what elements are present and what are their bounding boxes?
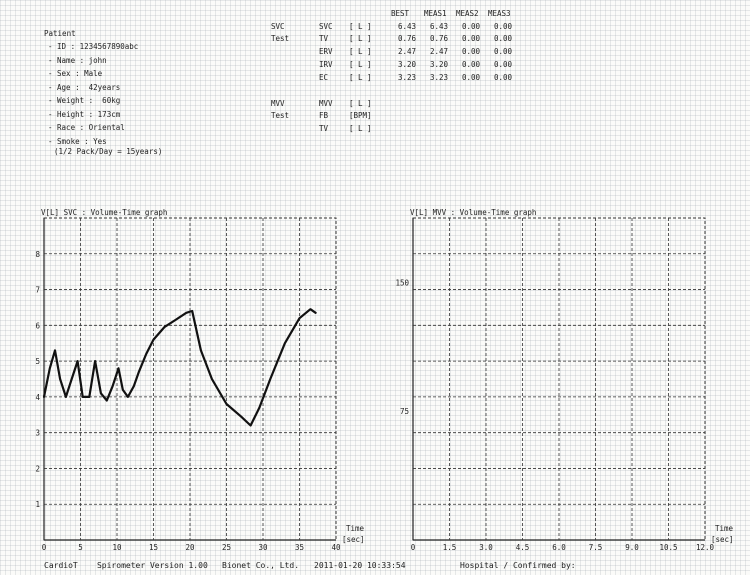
y-tick-label: 5 [35,357,40,366]
y-tick-label: 7 [35,286,40,295]
x-tick-label: 25 [222,543,231,552]
header-meas1: MEAS1 [424,9,447,18]
patient-height: - Height : 173cm [48,110,121,119]
row-value: 3.20 [429,60,448,69]
chart-0 [42,217,337,541]
x-tick-label: 40 [331,543,341,552]
row-unit: [ L ] [349,47,372,56]
row-unit: [BPM] [349,111,372,120]
patient-id: - ID : 1234567890abc [48,42,139,51]
mvv-test-label: Test [271,111,290,120]
row-value: 3.23 [397,73,416,82]
x-tick-label: 12.0 [696,543,715,552]
row-unit: [ L ] [349,99,372,108]
chart-1 [412,217,706,541]
row-value: 2.47 [429,47,448,56]
header-best: BEST [391,9,410,18]
x-tick-label: 30 [258,543,268,552]
header-meas2: MEAS2 [456,9,479,18]
x-tick-label: 10.5 [659,543,677,552]
y-tick-label: 150 [395,278,409,287]
x-tick-label: 0 [411,543,416,552]
x-tick-label: 15 [149,543,158,552]
patient-sex: - Sex : Male [48,69,103,78]
row-unit: [ L ] [349,60,372,69]
svc-group-label: SVC [271,22,285,31]
x-tick-label: 7.5 [589,543,603,552]
row-value: 0.00 [493,22,512,31]
row-unit: [ L ] [349,73,372,82]
x-tick-label: 10 [112,543,122,552]
x-tick-label: 4.5 [516,543,530,552]
row-value: 3.23 [429,73,448,82]
row-value: 0.00 [493,34,512,43]
patient-title: Patient [44,29,76,38]
patient-race: - Race : Oriental [48,123,125,132]
patient-smoke-detail: (1/2 Pack/Day = 15years) [54,147,163,156]
y-tick-label: 1 [35,500,40,509]
x-tick-label: 35 [295,543,304,552]
row-param: TV [319,34,329,43]
x-axis-unit: [sec] [342,535,365,544]
footer-company: Bionet Co., Ltd. [222,561,300,570]
y-tick-label: 2 [35,464,40,473]
x-tick-label: 6.0 [552,543,566,552]
chart-title: V[L] MVV : Volume-Time graph [410,208,536,217]
row-value: 0.00 [461,73,480,82]
header-meas3: MEAS3 [488,9,511,18]
x-tick-label: 9.0 [625,543,639,552]
x-tick-label: 0 [42,543,47,552]
y-tick-label: 3 [35,429,40,438]
x-tick-label: 1.5 [443,543,457,552]
row-unit: [ L ] [349,124,372,133]
footer-timestamp: 2011-01-20 10:33:54 [314,561,406,570]
row-value: 0.00 [461,22,480,31]
row-value: 0.00 [461,60,480,69]
patient-smoke: - Smoke : Yes [48,137,107,146]
x-axis-label: Time [346,524,365,533]
patient-name: - Name : john [48,56,107,65]
y-tick-label: 8 [35,250,40,259]
row-param: EC [319,73,329,82]
y-tick-label: 6 [35,321,40,330]
chart-title: V[L] SVC : Volume-Time graph [41,208,167,217]
row-param: IRV [319,60,333,69]
x-axis-unit: [sec] [711,535,734,544]
row-param: TV [319,124,329,133]
row-value: 0.76 [397,34,416,43]
row-value: 3.20 [397,60,416,69]
svc-test-label: Test [271,34,290,43]
x-tick-label: 3.0 [479,543,493,552]
row-value: 0.00 [493,60,512,69]
footer-app: CardioT Spirometer Version 1.00 [44,561,208,570]
row-value: 6.43 [429,22,448,31]
x-axis-label: Time [715,524,734,533]
row-value: 0.00 [493,47,512,56]
row-unit: [ L ] [349,34,372,43]
row-value: 0.76 [429,34,448,43]
row-value: 0.00 [493,73,512,82]
patient-age: - Age : 42years [48,83,121,92]
row-value: 6.43 [397,22,416,31]
row-param: FB [319,111,329,120]
footer-confirm: Hospital / Confirmed by: [460,561,576,570]
row-unit: [ L ] [349,22,372,31]
patient-weight: - Weight : 60kg [48,96,121,105]
y-tick-label: 75 [400,407,409,416]
row-value: 0.00 [461,47,480,56]
row-value: 0.00 [461,34,480,43]
row-param: SVC [319,22,333,31]
row-param: ERV [319,47,333,56]
x-tick-label: 5 [78,543,83,552]
series-line [42,308,317,427]
y-tick-label: 4 [35,393,40,402]
row-param: MVV [319,99,333,108]
mvv-group-label: MVV [271,99,285,108]
row-value: 2.47 [397,47,416,56]
x-tick-label: 20 [185,543,195,552]
